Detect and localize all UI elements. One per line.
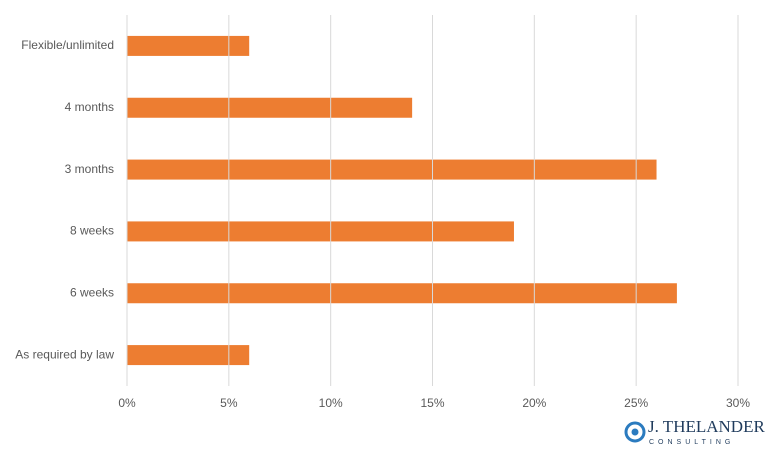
x-tick-label: 10% — [319, 396, 343, 410]
bar — [127, 283, 677, 304]
logo: J. THELANDER CONSULTING — [624, 417, 765, 446]
x-tick-label: 25% — [624, 396, 648, 410]
bar — [127, 221, 514, 242]
x-tick-label: 20% — [522, 396, 546, 410]
bar — [127, 159, 657, 180]
y-tick-label: As required by law — [15, 347, 114, 361]
logo-icon — [624, 421, 646, 443]
logo-tagline: CONSULTING — [649, 439, 734, 446]
y-tick-label: Flexible/unlimited — [21, 38, 114, 52]
x-tick-label: 5% — [220, 396, 238, 410]
x-tick-label: 15% — [420, 396, 444, 410]
x-tick-label: 30% — [726, 396, 750, 410]
y-tick-label: 8 weeks — [70, 224, 114, 238]
logo-icon-core — [631, 428, 639, 436]
x-tick-label: 0% — [118, 396, 136, 410]
y-tick-label: 3 months — [65, 162, 114, 176]
bar — [127, 35, 250, 56]
y-tick-label: 6 weeks — [70, 285, 114, 299]
logo-name: J. THELANDER — [648, 417, 765, 436]
y-tick-label: 4 months — [65, 100, 114, 114]
bar — [127, 97, 413, 118]
bar — [127, 345, 250, 366]
